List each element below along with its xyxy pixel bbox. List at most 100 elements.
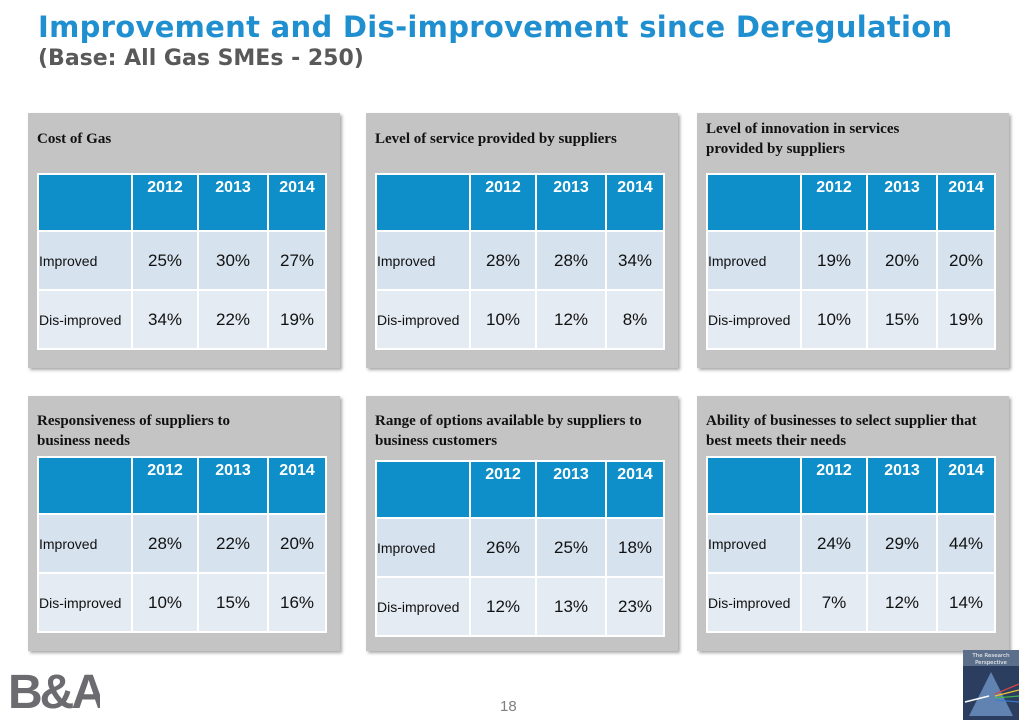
value-cell: 18% [607,519,663,576]
value-cell: 16% [269,574,325,631]
data-table: 2012 2013 2014 Improved 25% 30% 27% Dis-… [37,173,327,350]
value-cell: 12% [537,291,605,348]
panel-title: Range of options available by suppliers … [375,413,642,449]
value-cell: 30% [199,232,267,289]
row-label: Dis-improved [39,291,131,348]
table-row: Dis-improved 7% 12% 14% [708,574,994,631]
panel-title: Ability of businesses to select supplier… [706,413,977,449]
year-header: 2012 [471,175,535,230]
row-label: Improved [377,232,469,289]
ba-logo-mark: B&A [8,666,108,719]
year-header: 2013 [537,462,605,517]
value-cell: 10% [133,574,197,631]
panel-ability-to-select: Ability of businesses to select supplier… [697,396,1009,651]
value-cell: 12% [868,574,936,631]
value-cell: 20% [938,232,994,289]
table-row: Dis-improved 10% 15% 16% [39,574,325,631]
value-cell: 23% [607,578,663,635]
panel-level-of-innovation: Level of innovation in services provided… [697,113,1009,368]
value-cell: 10% [471,291,535,348]
year-header: 2013 [199,175,267,230]
value-cell: 20% [868,232,936,289]
table-row: Improved 25% 30% 27% [39,232,325,289]
year-header: 2012 [133,175,197,230]
year-header: 2013 [199,458,267,513]
research-perspective-logo: The Research Perspective [963,650,1020,724]
logo-line-1: The Research [971,653,1010,659]
table-row: Improved 19% 20% 20% [708,232,994,289]
year-header: 2014 [938,175,994,230]
logo-line-2: Perspective [975,660,1007,666]
value-cell: 19% [802,232,866,289]
row-label: Dis-improved [377,291,469,348]
value-cell: 25% [537,519,605,576]
year-header: 2013 [868,175,936,230]
panel-title: Level of service provided by suppliers [375,131,617,147]
row-label: Improved [708,232,800,289]
table-row: Improved 28% 22% 20% [39,515,325,572]
panel-title: Responsiveness of suppliers to business … [37,413,230,449]
data-table: 2012 2013 2014 Improved 26% 25% 18% Dis-… [375,460,665,637]
year-header: 2013 [537,175,605,230]
value-cell: 12% [471,578,535,635]
table-row: Improved 28% 28% 34% [377,232,663,289]
year-header: 2014 [607,175,663,230]
value-cell: 10% [802,291,866,348]
value-cell: 13% [537,578,605,635]
page-number: 18 [500,698,517,715]
value-cell: 27% [269,232,325,289]
table-row: Improved 26% 25% 18% [377,519,663,576]
row-label: Improved [377,519,469,576]
panel-range-of-options: Range of options available by suppliers … [366,396,678,651]
panel-level-of-service: Level of service provided by suppliers 2… [366,113,678,368]
year-header: 2012 [802,458,866,513]
row-label: Dis-improved [377,578,469,635]
row-label: Improved [39,515,131,572]
value-cell: 14% [938,574,994,631]
value-cell: 15% [199,574,267,631]
value-cell: 7% [802,574,866,631]
value-cell: 8% [607,291,663,348]
table-row: Dis-improved 10% 12% 8% [377,291,663,348]
value-cell: 19% [269,291,325,348]
value-cell: 28% [537,232,605,289]
value-cell: 22% [199,515,267,572]
value-cell: 26% [471,519,535,576]
ba-logo: B&A [8,664,108,719]
data-table: 2012 2013 2014 Improved 28% 28% 34% Dis-… [375,173,665,350]
year-header: 2014 [269,175,325,230]
row-label: Dis-improved [39,574,131,631]
year-header: 2014 [269,458,325,513]
panel-cost-of-gas: Cost of Gas 2012 2013 2014 Improved 25% … [28,113,340,368]
ba-logo-text: B&A [8,666,100,714]
value-cell: 34% [133,291,197,348]
year-header: 2014 [938,458,994,513]
data-table: 2012 2013 2014 Improved 24% 29% 44% Dis-… [706,456,996,633]
table-row: Dis-improved 10% 15% 19% [708,291,994,348]
year-header: 2013 [868,458,936,513]
row-label: Improved [39,232,131,289]
table-row: Improved 24% 29% 44% [708,515,994,572]
data-table: 2012 2013 2014 Improved 19% 20% 20% Dis-… [706,173,996,350]
value-cell: 24% [802,515,866,572]
value-cell: 19% [938,291,994,348]
research-perspective-mark: The Research Perspective [963,650,1020,720]
year-header: 2012 [471,462,535,517]
value-cell: 29% [868,515,936,572]
value-cell: 15% [868,291,936,348]
page-subtitle: (Base: All Gas SMEs - 250) [38,46,364,71]
table-row: Dis-improved 12% 13% 23% [377,578,663,635]
value-cell: 28% [133,515,197,572]
value-cell: 25% [133,232,197,289]
year-header: 2012 [133,458,197,513]
value-cell: 20% [269,515,325,572]
row-label: Dis-improved [708,574,800,631]
value-cell: 44% [938,515,994,572]
panel-responsiveness: Responsiveness of suppliers to business … [28,396,340,651]
year-header: 2012 [802,175,866,230]
panel-title: Level of innovation in services provided… [706,121,900,157]
year-header: 2014 [607,462,663,517]
data-table: 2012 2013 2014 Improved 28% 22% 20% Dis-… [37,456,327,633]
row-label: Improved [708,515,800,572]
value-cell: 22% [199,291,267,348]
